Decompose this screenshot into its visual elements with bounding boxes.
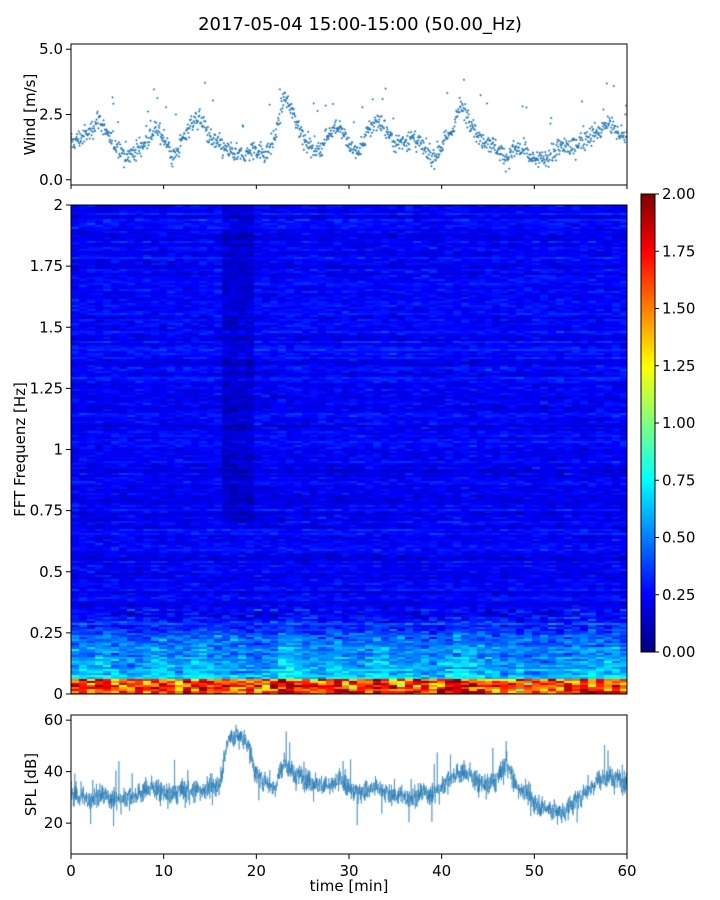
spl-x-tick-label: 20 <box>247 862 266 880</box>
colorbar-tick-label: 1.25 <box>662 357 695 375</box>
spl-x-tick-label: 10 <box>154 862 173 880</box>
colorbar-tick-label: 0.75 <box>662 471 695 489</box>
wind-y-axis-label: Wind [m/s] <box>21 74 39 156</box>
colorbar-tick-label: 0.25 <box>662 586 695 604</box>
wind-panel: 0.0 2.5 5.0 Wind [m/s] <box>21 40 628 189</box>
colorbar-tick-label: 1.50 <box>662 300 695 318</box>
spectrogram-panel: 0 0.25 0.5 0.75 1 1.25 1.5 1.75 2 FFT Frequenz [… <box>11 196 628 703</box>
colorbar-gradient <box>641 194 655 652</box>
spectrogram-y-tick-label: 1.25 <box>30 379 63 397</box>
spl-y-ticks: 20 40 60 <box>44 711 71 832</box>
colorbar-ticks: 0.00 0.25 0.50 0.75 1.00 1.25 1.50 1.75 2.00 <box>655 185 695 661</box>
wind-y-tick-label: 0.0 <box>39 171 63 189</box>
spl-panel: 20 40 60 0 10 20 30 40 50 60 SPL [dB] time [min] <box>22 711 637 895</box>
spectrogram-y-tick-label: 0.75 <box>30 502 63 520</box>
colorbar-tick-label: 1.75 <box>662 242 695 260</box>
spectrogram-y-tick-label: 0 <box>53 685 63 703</box>
spl-x-tick-label: 0 <box>66 862 76 880</box>
spectrogram-y-tick-label: 1 <box>53 441 63 459</box>
wind-axes-frame <box>70 43 628 186</box>
spl-x-ticks: 0 10 20 30 40 50 60 <box>66 854 637 880</box>
colorbar-tick-label: 2.00 <box>662 185 695 203</box>
colorbar-tick-label: 0.50 <box>662 529 695 547</box>
wind-scatter-points <box>71 44 627 185</box>
figure-title: 2017-05-04 15:00-15:00 (50.00_Hz) <box>198 14 522 35</box>
spl-y-axis-label: SPL [dB] <box>22 753 40 816</box>
spl-x-tick-label: 30 <box>339 862 358 880</box>
colorbar-tick-label: 1.00 <box>662 414 695 432</box>
spectrogram-heatmap <box>71 205 627 694</box>
spectrogram-y-tick-label: 1.5 <box>39 318 63 336</box>
wind-y-tick-label: 5.0 <box>39 40 63 58</box>
spl-axes-frame <box>70 714 628 855</box>
colorbar-frame <box>640 193 656 653</box>
x-axis-label: time [min] <box>310 877 389 895</box>
wind-y-tick-label: 2.5 <box>39 106 63 124</box>
colorbar-tick-label: 0.00 <box>662 643 695 661</box>
spectrogram-y-tick-label: 1.75 <box>30 257 63 275</box>
spl-y-tick-label: 40 <box>44 763 63 781</box>
spl-y-tick-label: 20 <box>44 814 63 832</box>
spectrogram-y-axis-label: FFT Frequenz [Hz] <box>11 382 29 517</box>
spectrogram-axes-frame <box>70 204 628 695</box>
spl-y-tick-label: 60 <box>44 711 63 729</box>
wind-x-ticks <box>70 185 628 189</box>
wind-y-ticks: 0.0 2.5 5.0 <box>39 40 71 189</box>
spectrogram-y-ticks: 0 0.25 0.5 0.75 1 1.25 1.5 1.75 2 <box>30 196 71 703</box>
spl-x-tick-label: 50 <box>525 862 544 880</box>
spectrogram-y-tick-label: 0.25 <box>30 624 63 642</box>
spl-x-tick-label: 40 <box>432 862 451 880</box>
spl-x-tick-label: 60 <box>617 862 636 880</box>
colorbar: 0.00 0.25 0.50 0.75 1.00 1.25 1.50 1.75 2.00 <box>640 185 695 661</box>
spectrogram-y-tick-label: 2 <box>53 196 63 214</box>
spectrogram-y-tick-label: 0.5 <box>39 563 63 581</box>
spl-line-trace <box>71 715 627 854</box>
